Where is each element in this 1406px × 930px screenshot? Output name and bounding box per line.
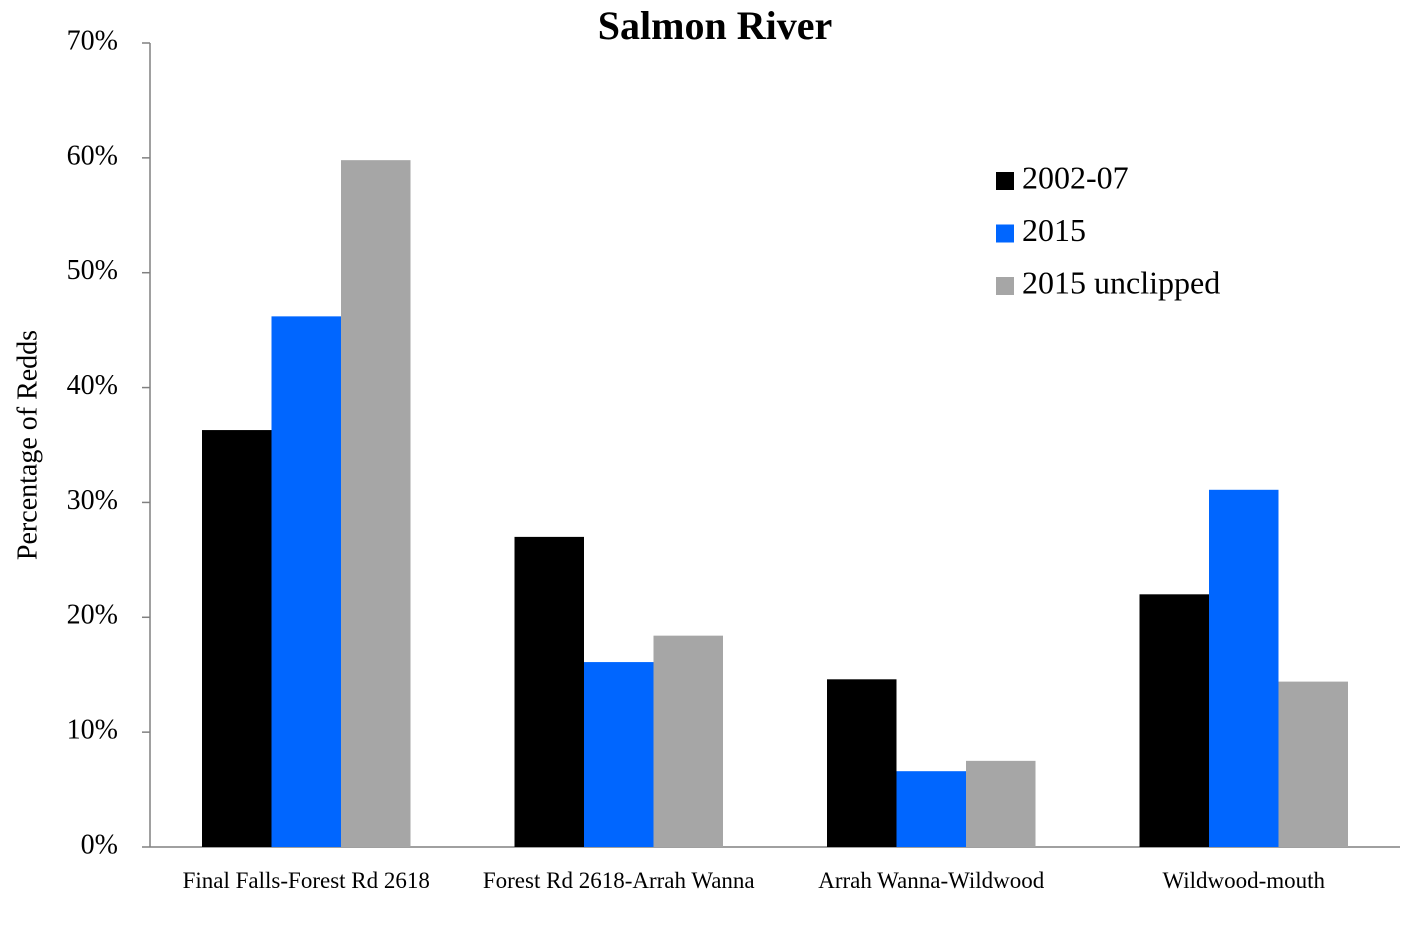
bar — [966, 760, 1036, 847]
legend-swatch — [996, 277, 1014, 295]
x-tick-label: Forest Rd 2618-Arrah Wanna — [482, 868, 755, 893]
bar — [341, 160, 411, 847]
y-tick-label: 70% — [67, 25, 118, 56]
bar — [514, 536, 584, 847]
y-tick-label: 60% — [67, 140, 118, 171]
y-tick-label: 40% — [67, 370, 118, 401]
bar — [1139, 594, 1209, 847]
bar — [1278, 681, 1348, 847]
x-tick-label: Final Falls-Forest Rd 2618 — [182, 868, 430, 893]
bar — [271, 316, 341, 847]
legend-label: 2015 — [1022, 212, 1086, 248]
y-tick-label: 20% — [67, 600, 118, 631]
y-axis-label: Percentage of Redds — [12, 330, 43, 560]
bar — [827, 679, 897, 847]
y-tick-label: 10% — [67, 715, 118, 746]
y-tick-label: 50% — [67, 255, 118, 286]
x-tick-label: Wildwood-mouth — [1162, 868, 1326, 893]
bar — [584, 662, 654, 847]
y-tick-label: 0% — [81, 829, 118, 860]
bar — [202, 430, 272, 847]
legend-swatch — [996, 224, 1014, 243]
y-tick-label: 30% — [67, 485, 118, 516]
legend-label: 2002-07 — [1022, 159, 1129, 195]
x-tick-label: Arrah Wanna-Wildwood — [818, 868, 1045, 893]
bar — [896, 771, 966, 847]
bar — [653, 635, 723, 847]
legend-swatch — [996, 172, 1014, 190]
legend-label: 2015 unclipped — [1022, 264, 1220, 300]
bar — [1209, 489, 1279, 847]
chart-title: Salmon River — [598, 3, 832, 48]
